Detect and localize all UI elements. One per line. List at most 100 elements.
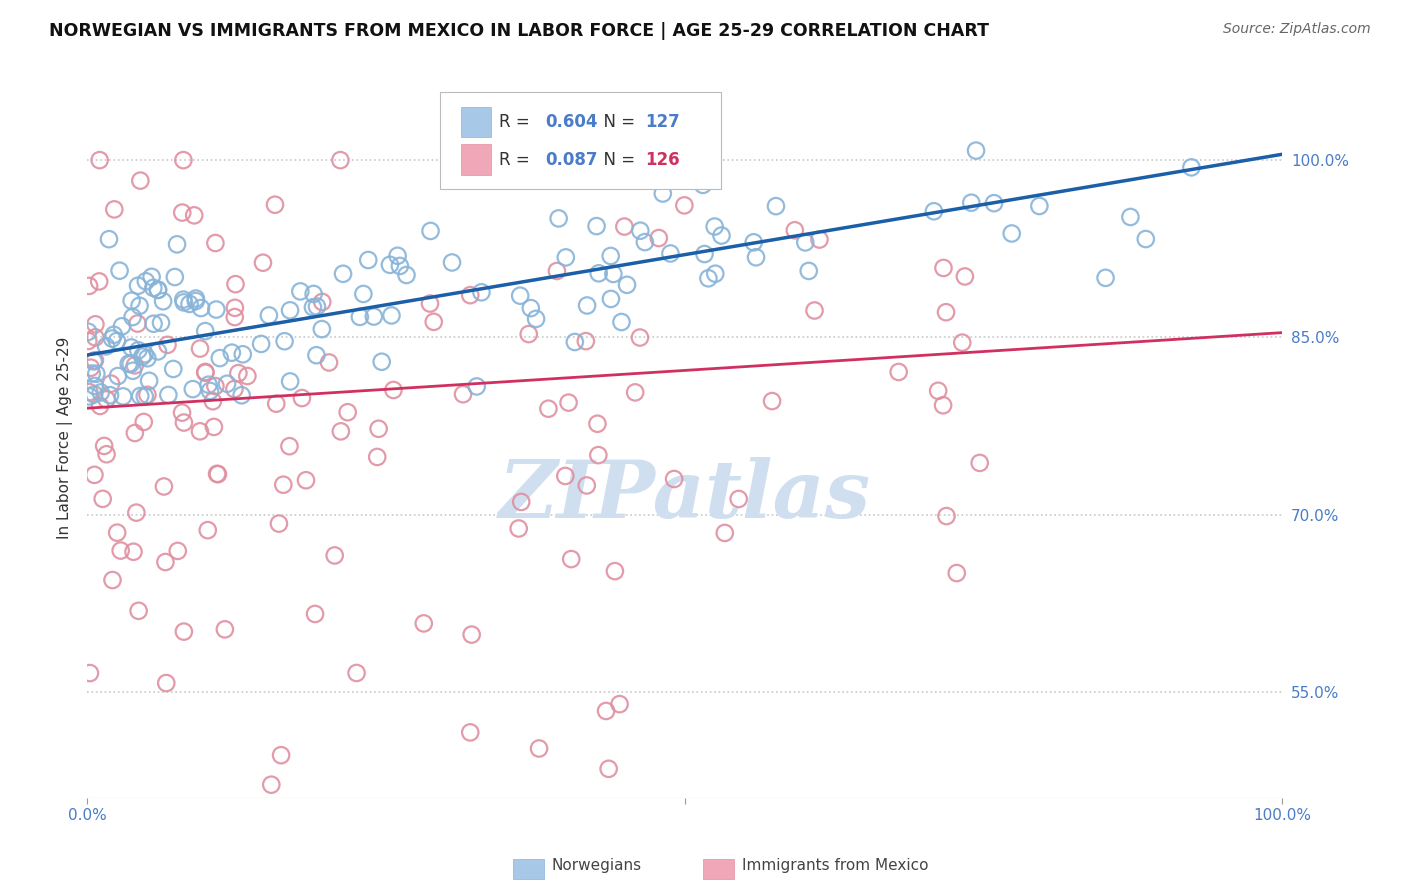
Point (120, 341, 142, 355)
Point (634, 235, 657, 249)
Point (127, 278, 149, 293)
Point (96, 392, 118, 407)
Point (613, 219, 636, 234)
Point (460, 627, 482, 641)
Point (922, 204, 945, 219)
Point (808, 233, 831, 247)
Point (152, 294, 174, 309)
Point (524, 311, 547, 326)
Point (273, 334, 295, 349)
Point (586, 417, 609, 431)
Point (197, 377, 219, 392)
Point (595, 704, 617, 718)
Point (103, 327, 125, 342)
Point (465, 379, 488, 393)
Point (100, 376, 122, 391)
Point (311, 322, 333, 336)
Point (651, 186, 673, 201)
Point (125, 506, 148, 520)
Point (602, 267, 624, 281)
Point (603, 564, 626, 578)
Point (146, 283, 169, 297)
Point (346, 665, 368, 680)
Point (207, 467, 229, 482)
Point (554, 251, 576, 265)
Point (98, 388, 121, 402)
Point (132, 415, 155, 429)
Point (295, 473, 318, 487)
Point (172, 205, 194, 219)
Point (118, 357, 141, 371)
Point (215, 376, 238, 391)
Point (588, 266, 610, 280)
Point (156, 338, 179, 352)
Point (150, 316, 173, 330)
Point (311, 295, 333, 310)
Point (166, 237, 188, 252)
Point (290, 285, 312, 299)
Point (101, 573, 124, 587)
Point (419, 296, 441, 310)
Point (302, 287, 325, 301)
Point (173, 416, 195, 430)
Point (1001, 227, 1024, 241)
Point (131, 350, 153, 364)
Point (564, 334, 586, 349)
Point (172, 293, 194, 307)
Point (797, 264, 820, 278)
Point (291, 391, 314, 405)
Point (121, 310, 143, 324)
Point (96, 447, 118, 461)
Point (142, 281, 165, 295)
Point (127, 317, 149, 331)
Point (557, 395, 579, 409)
Point (197, 523, 219, 537)
Point (765, 199, 787, 213)
Point (440, 255, 463, 269)
Point (742, 235, 765, 250)
Point (935, 509, 957, 524)
Point (83, 354, 105, 368)
Point (783, 223, 806, 237)
Point (323, 549, 346, 563)
Point (576, 298, 599, 312)
Point (616, 277, 638, 292)
Point (600, 292, 623, 306)
Point (332, 267, 354, 281)
Point (367, 422, 389, 436)
Point (1135, 232, 1157, 246)
Point (927, 384, 949, 398)
Point (77, 279, 100, 293)
Point (194, 366, 217, 380)
Point (101, 332, 124, 346)
Point (508, 521, 530, 535)
Point (170, 406, 193, 420)
Point (172, 153, 194, 168)
Point (302, 300, 325, 314)
Point (146, 344, 169, 359)
Point (112, 389, 135, 403)
Point (236, 369, 259, 384)
Point (181, 382, 204, 396)
Point (122, 545, 145, 559)
Point (91, 491, 114, 506)
Point (89, 153, 111, 168)
Text: N =: N = (593, 151, 640, 169)
Point (458, 725, 481, 739)
Point (932, 260, 955, 275)
Point (77, 334, 100, 348)
Point (378, 258, 401, 272)
Point (1119, 210, 1142, 224)
Point (98, 232, 121, 246)
Point (270, 748, 292, 763)
Point (387, 249, 409, 263)
Text: NORWEGIAN VS IMMIGRANTS FROM MEXICO IN LABOR FORCE | AGE 25-29 CORRELATION CHART: NORWEGIAN VS IMMIGRANTS FROM MEXICO IN L… (49, 22, 990, 40)
Point (194, 324, 217, 338)
Point (628, 224, 651, 238)
Point (194, 365, 217, 379)
Point (103, 202, 125, 217)
Point (745, 250, 768, 264)
Point (575, 478, 598, 492)
Text: R =: R = (499, 113, 536, 131)
Point (105, 525, 128, 540)
